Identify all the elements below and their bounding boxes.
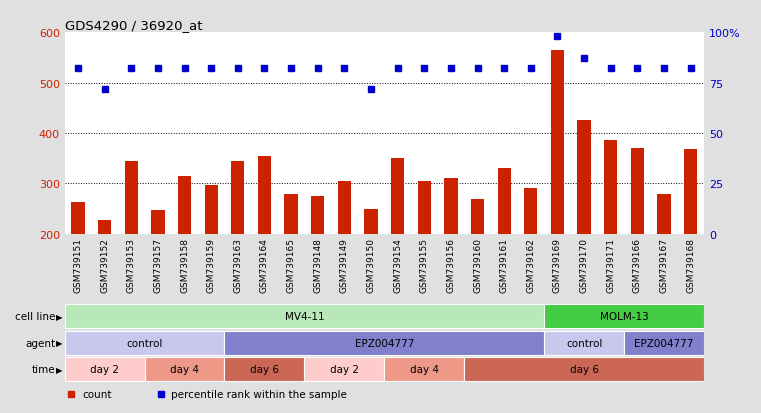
Text: day 4: day 4 (409, 364, 439, 374)
Bar (498, 169, 511, 234)
Text: GSM739156: GSM739156 (447, 237, 455, 292)
Text: day 2: day 2 (330, 364, 359, 374)
Text: GSM739164: GSM739164 (260, 237, 269, 292)
Bar (544, 331, 624, 355)
Bar (224, 331, 544, 355)
Text: agent: agent (25, 338, 55, 348)
Bar (524, 189, 537, 234)
Bar (285, 195, 298, 234)
Bar (178, 176, 191, 234)
Text: GSM739158: GSM739158 (180, 237, 189, 292)
Text: GSM739149: GSM739149 (340, 237, 349, 292)
Bar (551, 51, 564, 234)
Text: GSM739168: GSM739168 (686, 237, 695, 292)
Bar (65, 331, 224, 355)
Bar (444, 179, 457, 234)
Text: GSM739152: GSM739152 (100, 237, 109, 292)
Text: day 2: day 2 (90, 364, 119, 374)
Text: GSM739157: GSM739157 (154, 237, 162, 292)
Text: GDS4290 / 36920_at: GDS4290 / 36920_at (65, 19, 202, 32)
Bar (578, 121, 591, 234)
Text: GSM739150: GSM739150 (367, 237, 375, 292)
Bar (65, 357, 145, 381)
Bar (231, 161, 244, 234)
Bar (544, 305, 704, 328)
Text: ▶: ▶ (56, 312, 62, 321)
Text: GSM739159: GSM739159 (207, 237, 215, 292)
Bar (151, 210, 164, 234)
Text: GSM739165: GSM739165 (287, 237, 295, 292)
Text: GSM739170: GSM739170 (580, 237, 588, 292)
Text: EPZ004777: EPZ004777 (355, 338, 414, 348)
Text: ▶: ▶ (56, 365, 62, 374)
Text: GSM739153: GSM739153 (127, 237, 135, 292)
Text: percentile rank within the sample: percentile rank within the sample (171, 389, 347, 399)
Text: GSM739148: GSM739148 (314, 237, 322, 292)
Bar (304, 357, 384, 381)
Bar (631, 149, 644, 234)
Bar (604, 141, 617, 234)
Text: GSM739151: GSM739151 (74, 237, 82, 292)
Text: GSM739162: GSM739162 (527, 237, 535, 292)
Bar (145, 357, 224, 381)
Bar (72, 203, 84, 234)
Text: control: control (566, 338, 602, 348)
Bar (658, 195, 670, 234)
Bar (125, 161, 138, 234)
Bar (365, 209, 377, 234)
Bar (311, 197, 324, 234)
Text: count: count (82, 389, 111, 399)
Bar (205, 185, 218, 234)
Bar (98, 221, 111, 234)
Bar (684, 150, 697, 234)
Text: GSM739160: GSM739160 (473, 237, 482, 292)
Text: GSM739167: GSM739167 (660, 237, 668, 292)
Bar (224, 357, 304, 381)
Bar (338, 181, 351, 234)
Text: cell line: cell line (14, 311, 55, 321)
Text: control: control (126, 338, 163, 348)
Text: GSM739161: GSM739161 (500, 237, 508, 292)
Text: GSM739163: GSM739163 (234, 237, 242, 292)
Bar (418, 181, 431, 234)
Text: GSM739171: GSM739171 (607, 237, 615, 292)
Bar (65, 305, 544, 328)
Text: day 4: day 4 (170, 364, 199, 374)
Text: MOLM-13: MOLM-13 (600, 311, 648, 321)
Bar (464, 357, 704, 381)
Text: EPZ004777: EPZ004777 (634, 338, 694, 348)
Bar (624, 331, 704, 355)
Text: time: time (31, 364, 55, 374)
Bar (471, 200, 484, 234)
Bar (391, 159, 404, 234)
Text: GSM739166: GSM739166 (633, 237, 642, 292)
Bar (258, 156, 271, 234)
Text: MV4-11: MV4-11 (285, 311, 324, 321)
Text: day 6: day 6 (250, 364, 279, 374)
Bar (384, 357, 464, 381)
Text: GSM739154: GSM739154 (393, 237, 402, 292)
Text: ▶: ▶ (56, 338, 62, 347)
Text: GSM739155: GSM739155 (420, 237, 428, 292)
Text: GSM739169: GSM739169 (553, 237, 562, 292)
Text: day 6: day 6 (569, 364, 599, 374)
